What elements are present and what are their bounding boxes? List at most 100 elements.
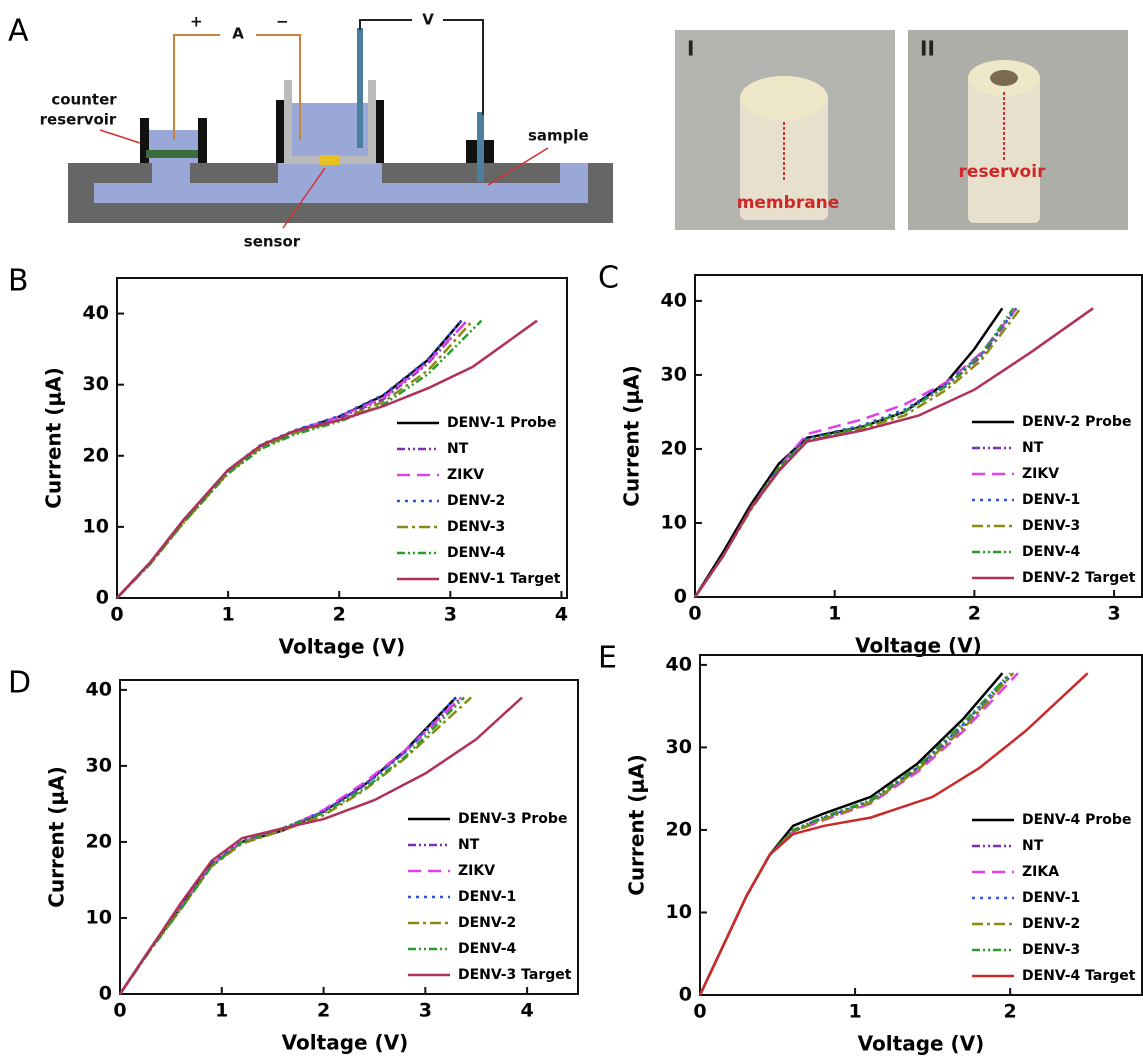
membrane [146,150,198,158]
plot-frame [116,277,568,599]
x-tick-label: 0 [688,603,701,625]
minus: − [276,13,289,31]
series-line [698,672,1015,996]
series-line [698,672,1012,996]
electrode [357,28,363,148]
legend-label: DENV-4 Probe [1022,812,1131,828]
x-axis-label: Voltage (V) [282,1031,409,1055]
wall [140,118,149,163]
x-tick-label: 3 [419,1000,432,1022]
plot-frame [699,654,1143,996]
cylinder-top [740,76,828,120]
y-tick-label: 10 [83,515,109,537]
legend-label: DENV-3 [1022,942,1080,958]
x-axis-label: Voltage (V) [858,1032,985,1056]
series-line [118,696,523,995]
pointer [282,167,326,229]
series-line [693,307,1018,598]
series-line [116,319,538,599]
legend-label: DENV-1 Target [447,571,561,587]
pointer [99,129,141,144]
sensor-label: sensor [244,233,301,251]
legend-label: DENV-2 Target [1022,570,1136,586]
panel-letter: C [598,261,619,296]
legend-label: NT [447,441,469,457]
series-line [693,307,1018,598]
x-tick-label: 1 [828,603,841,625]
series-line [693,307,1015,598]
series-line [116,319,468,599]
series-line [693,307,1018,598]
x-tick-label: 1 [215,1000,228,1022]
x-tick-label: 2 [968,603,981,625]
series-line [118,696,457,995]
legend-label: DENV-4 [447,545,506,561]
legend-label: DENV-3 Target [458,967,572,983]
y-tick-label: 30 [83,373,109,395]
y-axis-label: Current (μA) [620,365,644,506]
photo-label: membrane [737,193,840,213]
wire [173,34,301,140]
x-tick-label: 1 [221,604,234,626]
panel-letter: B [8,264,29,299]
y-tick-label: 10 [666,901,692,923]
x-tick-label: 1 [848,1001,861,1023]
y-tick-label: 40 [83,302,109,324]
y-axis-label: Current (μA) [42,367,66,508]
legend-label: DENV-2 [447,493,505,509]
plot-frame [119,679,579,995]
x-tick-label: 0 [113,1000,126,1022]
ammeter: A [232,25,244,43]
x-axis-label: Voltage (V) [279,635,406,659]
x-tick-label: 3 [444,604,457,626]
electrode [477,112,484,182]
y-tick-label: 30 [666,736,692,758]
series-line [698,672,1089,996]
sample-label: sample [528,127,589,145]
y-tick-label: 40 [661,289,687,311]
legend-label: ZIKA [1022,864,1059,880]
legend-label: DENV-4 [458,941,517,957]
y-axis-label: Current (μA) [625,754,649,895]
pointer [487,147,549,186]
photo-numeral: I [687,37,694,61]
plus: + [190,13,203,31]
series-line [693,307,1094,598]
wall [375,100,384,163]
series-line [116,319,463,599]
y-tick-label: 30 [661,363,687,385]
y-tick-label: 40 [666,653,692,675]
series-line [698,672,1015,996]
voltmeter: V [422,11,434,29]
x-tick-label: 2 [1004,1001,1017,1023]
legend-label: NT [1022,838,1044,854]
legend-label: DENV-4 Target [1022,968,1136,984]
legend-label: DENV-2 Probe [1022,414,1131,430]
x-tick-label: 2 [333,604,346,626]
x-tick-label: 4 [555,604,568,626]
legend-label: DENV-1 Probe [447,415,556,431]
y-tick-label: 0 [679,984,692,1006]
series-line [116,319,483,599]
y-tick-label: 20 [661,437,687,459]
y-tick-label: 10 [86,906,112,928]
x-tick-label: 0 [693,1001,706,1023]
legend-label: NT [458,837,480,853]
y-tick-label: 10 [661,511,687,533]
panel-letter: D [8,666,31,701]
y-tick-label: 0 [99,983,112,1005]
wall [190,163,278,183]
wire [359,19,484,115]
legend-label: DENV-2 [1022,916,1080,932]
counter-label: counter [51,91,117,109]
legend-label: DENV-3 [1022,518,1080,534]
series-line [116,319,463,599]
y-tick-label: 0 [674,586,687,608]
series-line [698,672,1012,996]
photo-label: reservoir [959,162,1047,182]
panel-letter: E [598,641,617,676]
counter-label: reservoir [40,111,117,129]
wall [94,163,152,183]
x-axis-label: Voltage (V) [855,634,982,658]
